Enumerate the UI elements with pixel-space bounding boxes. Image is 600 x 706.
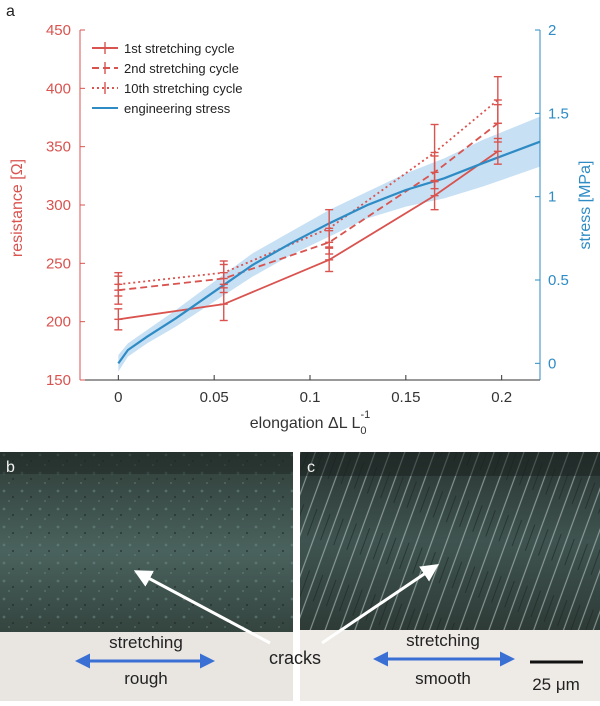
x-axis-label-sub: 0	[360, 425, 366, 437]
y-tick-label-left: 200	[46, 314, 71, 331]
x-tick-label: 0	[114, 389, 122, 406]
panel-letter-a: a	[6, 3, 15, 20]
chart: 0 0.05 0.1 0.15 0.2 150 200 250 300 350 400 450 0 0.5…	[9, 22, 594, 437]
photo-b-rough-label: rough	[124, 669, 167, 688]
photo-b: b stretching rough	[0, 452, 293, 701]
photo-b-texture	[0, 452, 293, 632]
legend: 1st stretching cycle 2nd stretching cycle…	[92, 41, 243, 116]
x-tick-label: 0.2	[491, 389, 512, 406]
y-tick-label-right: 2	[548, 22, 556, 39]
photo-divider	[293, 452, 300, 701]
series-line-engineering-stress	[117, 140, 541, 364]
x-tick-label: 0.15	[391, 389, 420, 406]
photo-c-stretching-label: stretching	[406, 631, 480, 650]
error-bars	[114, 75, 502, 331]
legend-label-1: 1st stretching cycle	[124, 41, 235, 56]
photo-c-smooth-label: smooth	[415, 669, 471, 688]
y-tick-label-left: 250	[46, 255, 71, 272]
panel-letter-b: b	[6, 459, 15, 476]
y-axis-label-left: resistance [Ω]	[9, 159, 26, 257]
cracks-arrow-left	[133, 570, 271, 645]
series-line-2	[118, 122, 499, 292]
cracks-label: cracks	[269, 648, 321, 668]
x-axis-label-main: elongation ΔL L	[250, 415, 361, 432]
x-axis-label-sup: -1	[360, 409, 370, 421]
photo-b-stretching-label: stretching	[109, 633, 183, 652]
y-tick-label-left: 450	[46, 22, 71, 39]
y-tick-label-right: 0	[548, 355, 556, 372]
cracks-arrow-right	[321, 563, 439, 645]
photo-c-cracks-texture	[300, 452, 600, 630]
photo-c-top-edge	[300, 452, 600, 476]
legend-label-3: 10th stretching cycle	[124, 81, 243, 96]
svg-text:elongation ΔL L0-1: elongation ΔL L0 -1	[250, 409, 371, 437]
y-tick-label-left: 400	[46, 80, 71, 97]
x-tick-label: 0.1	[300, 389, 321, 406]
photo-b-top-edge	[0, 452, 293, 474]
ticks: 0 0.05 0.1 0.15 0.2 150 200 250 300 350 400 450 0 0.5…	[46, 22, 569, 406]
legend-label-2: 2nd stretching cycle	[124, 61, 239, 76]
x-tick-label: 0.05	[200, 389, 229, 406]
y-tick-label-right: 1.5	[548, 105, 569, 122]
legend-label-4: engineering stress	[124, 101, 231, 116]
y-tick-label-right: 0.5	[548, 272, 569, 289]
panel-letter-c: c	[307, 459, 315, 476]
photo-c: c stretching smooth 25 μm	[300, 452, 600, 701]
x-axis-label: elongation ΔL L0 -1	[250, 409, 371, 437]
y-tick-label-left: 350	[46, 139, 71, 156]
scale-bar-label: 25 μm	[532, 675, 580, 694]
y-axis-label-right: stress [MPa]	[577, 161, 594, 250]
y-tick-label-left: 300	[46, 197, 71, 214]
y-tick-label-left: 150	[46, 372, 71, 389]
y-tick-label-right: 1	[548, 189, 556, 206]
